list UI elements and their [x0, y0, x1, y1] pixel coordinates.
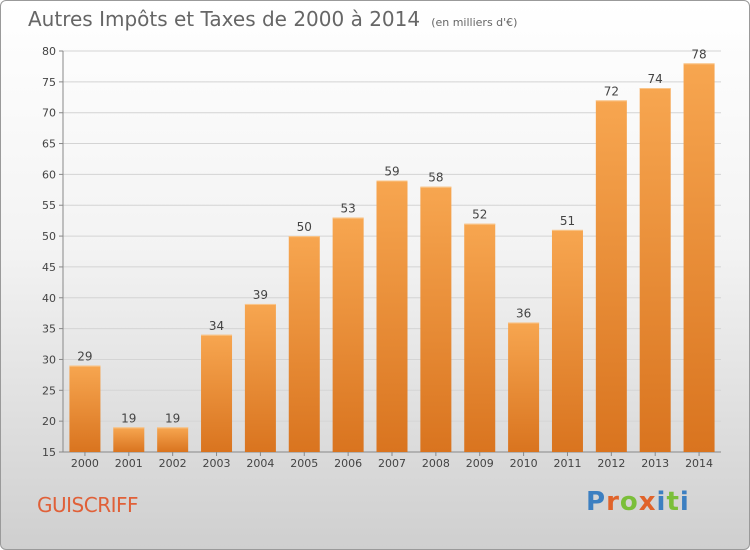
y-tick-label: 70 — [42, 107, 56, 120]
y-tick-label: 45 — [42, 261, 56, 274]
y-tick-label: 15 — [42, 446, 56, 459]
x-tick-label: 2012 — [597, 457, 625, 470]
x-tick-label: 2014 — [685, 457, 713, 470]
y-tick-label: 25 — [42, 384, 56, 397]
bar — [288, 236, 320, 452]
chart-title-text: Autres Impôts et Taxes de 2000 à 2014 — [28, 7, 421, 31]
x-tick-label: 2003 — [203, 457, 231, 470]
data-label: 29 — [77, 350, 92, 364]
x-tick-label: 2013 — [641, 457, 669, 470]
x-tick-label: 2010 — [510, 457, 538, 470]
bar — [376, 180, 408, 453]
logo-letter: i — [656, 487, 667, 517]
data-label: 34 — [209, 319, 224, 333]
x-tick-label: 2005 — [290, 457, 318, 470]
bar — [113, 427, 145, 452]
x-tick-label: 2006 — [334, 457, 362, 470]
labels: 29 2000 19 2001 19 2002 34 2003 39 2004 50 2005 53 20… — [71, 47, 713, 470]
y-tick-label: 80 — [42, 45, 56, 58]
y-tick-label: 60 — [42, 168, 56, 181]
bar — [595, 100, 627, 452]
data-label: 53 — [340, 202, 355, 216]
chart-unit-text: (en milliers d'€) — [431, 16, 518, 29]
y-tick-label: 20 — [42, 415, 56, 428]
x-tick-label: 2007 — [378, 457, 406, 470]
logo-letter: i — [679, 487, 690, 517]
bar — [332, 217, 364, 452]
y-tick-label: 55 — [42, 199, 56, 212]
y-tick-label: 40 — [42, 292, 56, 305]
x-tick-label: 2001 — [115, 457, 143, 470]
bar — [420, 186, 452, 452]
data-label: 78 — [691, 47, 706, 61]
data-label: 50 — [297, 220, 312, 234]
bars — [69, 63, 715, 453]
bar — [157, 427, 189, 452]
bar — [244, 303, 276, 452]
y-tick-label: 75 — [42, 76, 56, 89]
logo-letter: r — [606, 487, 620, 517]
chart-title: Autres Impôts et Taxes de 2000 à 2014 (e… — [28, 7, 517, 31]
x-tick-label: 2008 — [422, 457, 450, 470]
data-label: 36 — [516, 306, 531, 320]
data-label: 19 — [121, 411, 136, 425]
y-tick-label: 30 — [42, 353, 56, 366]
data-label: 51 — [560, 214, 575, 228]
data-label: 74 — [648, 72, 663, 86]
y-tick-label: 35 — [42, 323, 56, 336]
bar — [201, 334, 233, 452]
x-tick-label: 2009 — [466, 457, 494, 470]
y-tick-label: 65 — [42, 138, 56, 151]
bar — [508, 322, 540, 452]
data-label: 19 — [165, 411, 180, 425]
town-name: GUISCRIFF — [37, 493, 139, 517]
logo-letter: t — [666, 487, 680, 517]
x-tick-label: 2004 — [246, 457, 274, 470]
x-tick-label: 2011 — [553, 457, 581, 470]
data-label: 59 — [384, 165, 399, 179]
bar — [551, 229, 583, 452]
x-tick-label: 2000 — [71, 457, 99, 470]
bar — [639, 88, 671, 452]
x-tick-label: 2002 — [159, 457, 187, 470]
data-label: 58 — [428, 171, 443, 185]
data-label: 52 — [472, 208, 487, 222]
logo-letter: P — [586, 487, 607, 517]
data-label: 39 — [253, 288, 268, 302]
logo-letter: x — [638, 487, 657, 517]
proxiti-logo[interactable]: Proxiti — [586, 487, 690, 517]
bar — [69, 365, 101, 452]
bar — [683, 63, 715, 452]
data-label: 72 — [604, 84, 619, 98]
logo-letter: o — [619, 487, 639, 517]
y-tick-label: 50 — [42, 230, 56, 243]
bar — [464, 223, 496, 452]
